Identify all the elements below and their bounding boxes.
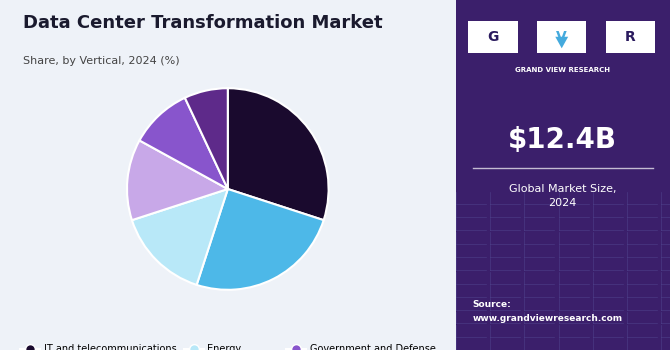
Bar	[468, 21, 518, 52]
Text: V: V	[556, 30, 567, 44]
Text: GRAND VIEW RESEARCH: GRAND VIEW RESEARCH	[515, 67, 610, 73]
Wedge shape	[197, 189, 324, 290]
Text: Share, by Vertical, 2024 (%): Share, by Vertical, 2024 (%)	[23, 56, 180, 66]
Text: R: R	[625, 30, 636, 44]
Legend: IT and telecommunications, BFSI, Energy, Manufacturing, Government and Defense, : IT and telecommunications, BFSI, Energy,…	[16, 341, 440, 350]
Text: G: G	[488, 30, 498, 44]
Wedge shape	[185, 88, 228, 189]
Wedge shape	[139, 98, 228, 189]
Text: Data Center Transformation Market: Data Center Transformation Market	[23, 14, 383, 32]
Text: Source:
www.grandviewresearch.com: Source: www.grandviewresearch.com	[473, 300, 623, 323]
Wedge shape	[228, 88, 328, 220]
Bar	[606, 21, 655, 52]
Wedge shape	[132, 189, 228, 285]
Wedge shape	[127, 140, 228, 220]
Text: Global Market Size,
2024: Global Market Size, 2024	[509, 184, 616, 208]
Bar	[537, 21, 586, 52]
Text: $12.4B: $12.4B	[509, 126, 617, 154]
Polygon shape	[555, 37, 568, 48]
